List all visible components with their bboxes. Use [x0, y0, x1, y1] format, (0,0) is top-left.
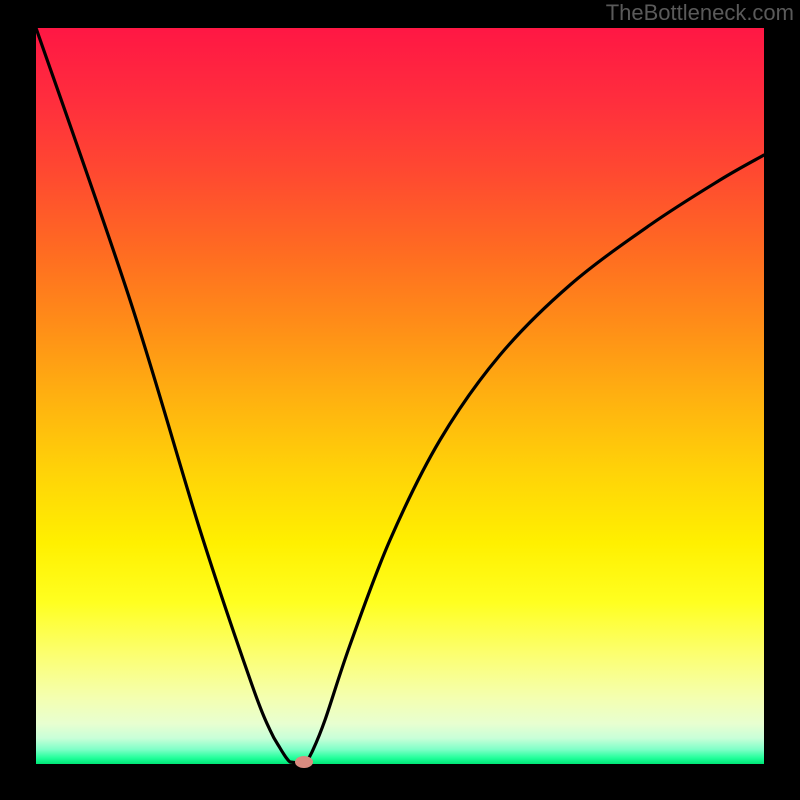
- chart-container: TheBottleneck.com: [0, 0, 800, 800]
- optimal-point-marker: [295, 756, 313, 768]
- border-bottom: [0, 764, 800, 800]
- watermark-text: TheBottleneck.com: [606, 0, 794, 26]
- bottleneck-chart: [0, 0, 800, 800]
- border-left: [0, 0, 36, 800]
- plot-background: [36, 28, 764, 764]
- border-right: [764, 0, 800, 800]
